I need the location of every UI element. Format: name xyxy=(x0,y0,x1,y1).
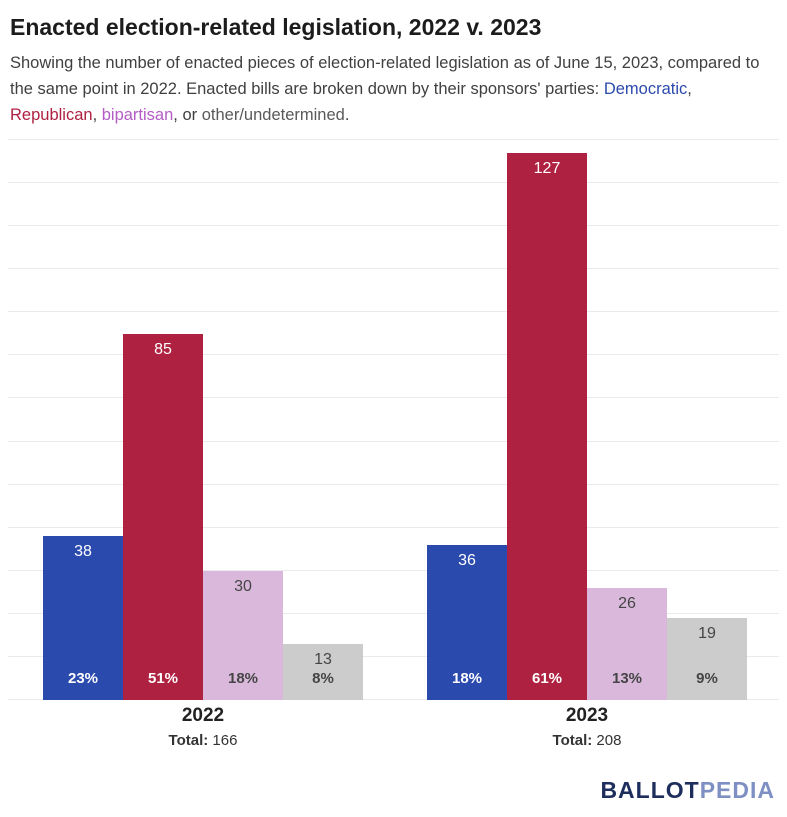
bar-chart-plot-area: 38 23% 85 51% 30 18% 13 8% 36 18% 127 61% 26 13% 19 9% xyxy=(0,139,787,700)
gridline xyxy=(8,139,779,140)
x-axis-label-2022: 2022 xyxy=(181,705,225,726)
gridline xyxy=(8,268,779,270)
gridline xyxy=(8,483,779,485)
bar-republican-2022: 85 51% xyxy=(123,333,203,700)
bar-percent-label: 23% xyxy=(67,670,99,687)
bar-group-2022: 38 23% 85 51% 30 18% 13 8% xyxy=(43,333,363,700)
total-label-2023: Total: 208 xyxy=(427,732,747,749)
gridline xyxy=(8,182,779,184)
gridline xyxy=(8,225,779,227)
bar-value-label: 127 xyxy=(533,159,561,177)
bar-bipartisan-2023: 26 13% xyxy=(587,588,667,700)
gridline xyxy=(8,397,779,399)
bar-value-label: 38 xyxy=(74,543,92,561)
bar-percent-label: 18% xyxy=(451,670,483,687)
bar-democratic-2022: 38 23% xyxy=(43,536,123,700)
x-axis-group-2023: 2023 Total: 208 xyxy=(427,705,747,749)
bar-bipartisan-2022: 30 18% xyxy=(203,570,283,700)
total-value: 166 xyxy=(212,732,238,749)
x-axis: 2022 Total: 166 2023 Total: 208 xyxy=(0,705,787,765)
legend-bipartisan: bipartisan xyxy=(101,106,174,124)
bar-other-undetermined-2022: 13 8% xyxy=(283,644,363,700)
legend-republican: Republican xyxy=(10,106,93,124)
bar-percent-label: 9% xyxy=(696,670,718,687)
bar-value-label: 13 xyxy=(314,651,332,668)
bar-republican-2023: 127 61% xyxy=(507,152,587,700)
bar-percent-label: 51% xyxy=(147,670,179,687)
legend-democratic: Democratic xyxy=(603,80,688,98)
subtitle-separator: , xyxy=(92,106,102,124)
logo-pedia-text: PEDIA xyxy=(699,777,775,803)
bar-value-label: 36 xyxy=(458,551,476,569)
bar-value-label: 30 xyxy=(234,577,252,595)
total-prefix: Total: xyxy=(168,732,213,749)
bar-groups: 38 23% 85 51% 30 18% 13 8% 36 18% 127 61% 26 13% 19 9% xyxy=(43,152,747,700)
bar-value-label: 19 xyxy=(698,625,716,643)
subtitle-separator: , xyxy=(687,80,692,98)
bar-percent-label: 8% xyxy=(312,670,334,687)
gridline xyxy=(8,526,779,528)
ballotpedia-logo: BALLOTPEDIA xyxy=(600,777,775,804)
subtitle-lead-text: Showing the number of enacted pieces of … xyxy=(10,54,760,98)
logo-ballot-text: BALLOT xyxy=(600,777,700,803)
total-prefix: Total: xyxy=(552,732,597,749)
chart-subtitle: Showing the number of enacted pieces of … xyxy=(0,41,780,128)
x-axis-label-2023: 2023 xyxy=(565,705,609,726)
bar-value-label: 26 xyxy=(618,595,636,612)
gridline xyxy=(8,311,779,313)
gridline xyxy=(8,440,779,442)
total-value: 208 xyxy=(596,732,622,749)
chart-title: Enacted election-related legislation, 20… xyxy=(10,14,542,40)
bar-percent-label: 13% xyxy=(611,670,643,687)
bar-percent-label: 18% xyxy=(227,670,259,687)
total-label-2022: Total: 166 xyxy=(43,732,363,749)
bar-percent-label: 61% xyxy=(531,670,563,687)
gridline xyxy=(8,354,779,356)
gridline xyxy=(8,569,779,571)
gridline xyxy=(8,655,779,657)
gridline xyxy=(8,612,779,614)
subtitle-period: . xyxy=(344,106,350,124)
x-axis-group-2022: 2022 Total: 166 xyxy=(43,705,363,749)
bar-group-2023: 36 18% 127 61% 26 13% 19 9% xyxy=(427,152,747,700)
bar-other-undetermined-2023: 19 9% xyxy=(667,618,747,700)
legend-other: other/undetermined xyxy=(201,106,345,124)
gridline xyxy=(8,699,779,700)
bar-democratic-2023: 36 18% xyxy=(427,544,507,700)
bar-value-label: 85 xyxy=(154,340,172,358)
subtitle-separator: , or xyxy=(173,106,202,124)
